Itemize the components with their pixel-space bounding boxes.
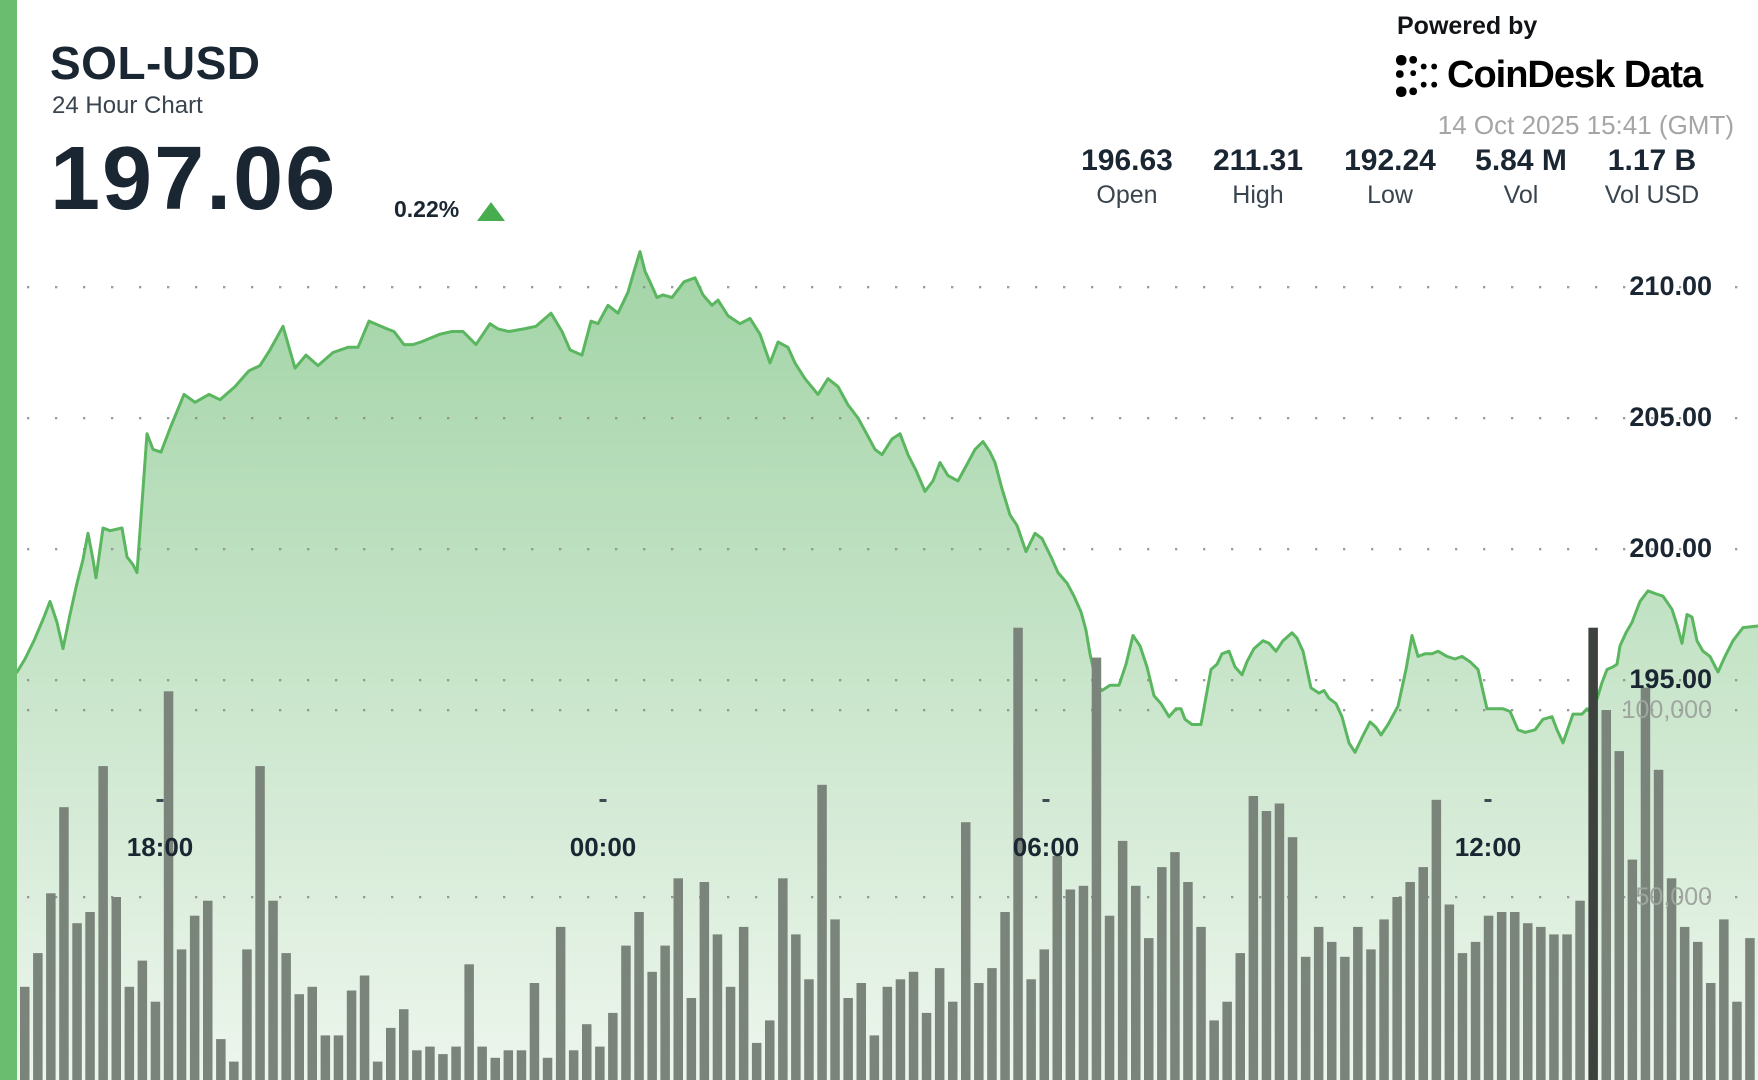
stat-high-label: High [1232, 181, 1284, 209]
chart-subtitle: 24 Hour Chart [52, 92, 203, 119]
stat-low-label: Low [1367, 181, 1413, 209]
price-axis-label-210: 210.00 [1629, 271, 1712, 301]
stat-open-label: Open [1096, 181, 1158, 209]
price-axis-label-200: 200.00 [1629, 533, 1712, 563]
stat-high-value: 211.31 [1212, 144, 1304, 177]
left-accent-bar [0, 0, 17, 1080]
stat-low-value: 192.24 [1344, 144, 1436, 177]
stat-vol-label: Vol [1503, 181, 1539, 209]
chart-timestamp: 14 Oct 2025 15:41 (GMT) [1437, 110, 1734, 140]
stat-vol-usd-label: Vol USD [1604, 181, 1700, 209]
time-axis-label-0000: 00:00 [569, 832, 637, 862]
current-price: 197.06 [50, 129, 338, 229]
up-triangle-icon [477, 202, 505, 221]
stat-low: 192.24 Low [1310, 144, 1470, 210]
time-axis-label-1200: 12:00 [1454, 832, 1522, 862]
volume-axis-label-50000: 50,000 [1635, 883, 1712, 911]
stat-open-value: 196.63 [1081, 144, 1173, 177]
volume-axis-label-100000: 100,000 [1621, 696, 1712, 724]
price-line [15, 250, 1758, 754]
price-axis-label-195: 195.00 [1629, 664, 1712, 694]
coindesk-data-brand[interactable]: CoinDesk Data [1396, 54, 1703, 97]
time-tick-marks [156, 799, 1492, 802]
stat-vol-value: 5.84 M [1475, 144, 1567, 177]
price-change-percent: 0.22% [394, 196, 460, 222]
time-axis-label-1800: 18:00 [126, 832, 194, 862]
coindesk-logo-icon [1396, 54, 1438, 97]
stat-open: 196.63 Open [1047, 144, 1207, 210]
dotted-gridlines [27, 286, 1738, 899]
powered-by-label: Powered by [1397, 12, 1538, 40]
volume-bars [20, 627, 1755, 1080]
page-title-symbol: SOL-USD [50, 37, 261, 89]
stat-high: 211.31 High [1178, 144, 1338, 210]
price-axis-label-205: 205.00 [1629, 402, 1712, 432]
stat-vol-usd: 1.17 B Vol USD [1572, 144, 1732, 210]
stat-vol-usd-value: 1.17 B [1607, 144, 1697, 177]
brand-name: CoinDesk Data [1447, 54, 1703, 96]
stat-vol: 5.84 M Vol [1441, 144, 1601, 210]
price-area-fill [17, 251, 1758, 1080]
time-axis-label-0600: 06:00 [1012, 832, 1080, 862]
